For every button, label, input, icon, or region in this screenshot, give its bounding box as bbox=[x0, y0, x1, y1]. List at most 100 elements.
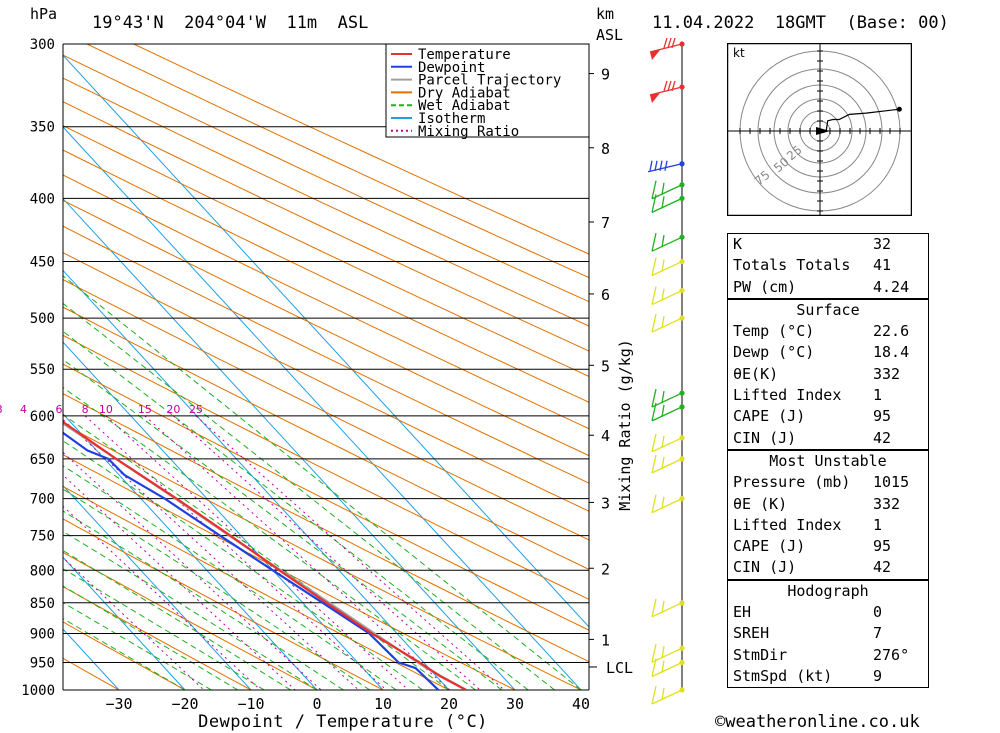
stat-label: EH bbox=[733, 603, 752, 622]
wet-adiabat bbox=[63, 510, 344, 690]
pressure-tick-label: 350 bbox=[30, 120, 55, 136]
x-axis-title: Dewpoint / Temperature (°C) bbox=[198, 712, 488, 732]
wind-barb-staff bbox=[651, 197, 683, 213]
wind-barb-flag bbox=[661, 235, 665, 248]
wind-barb-staff bbox=[651, 498, 683, 514]
isotherm-line bbox=[63, 413, 318, 690]
dry-adiabat bbox=[63, 101, 589, 352]
wind-barb bbox=[651, 233, 685, 252]
skewt-chart: 12346810152025 3003504004505005506006507… bbox=[0, 37, 634, 732]
stat-label: Lifted Index bbox=[733, 386, 842, 405]
wind-barb bbox=[651, 433, 685, 453]
wind-barb-flag bbox=[663, 80, 668, 92]
pressure-tick-label: 850 bbox=[30, 596, 55, 612]
stat-row: θE (K) 332 bbox=[728, 494, 928, 515]
stat-value: 95 bbox=[873, 537, 892, 556]
stat-value: 1015 bbox=[873, 473, 910, 492]
isotherm-line bbox=[63, 54, 589, 628]
stat-value: 332 bbox=[873, 494, 901, 513]
wind-barb-pennant bbox=[650, 92, 660, 103]
stat-row: Lifted Index 1 bbox=[728, 515, 928, 536]
wind-level-dot bbox=[679, 41, 685, 47]
isotherm-line bbox=[63, 484, 252, 690]
isotherm-line bbox=[63, 126, 582, 690]
stat-label: Temp (°C) bbox=[733, 322, 815, 341]
wind-barb bbox=[651, 286, 685, 306]
wind-barb bbox=[651, 685, 685, 705]
mixing-ratio-line bbox=[144, 415, 451, 690]
dry-adiabat bbox=[63, 199, 589, 457]
stat-label: CIN (J) bbox=[733, 428, 797, 447]
wind-barb bbox=[651, 402, 685, 422]
pressure-tick-label: 550 bbox=[30, 362, 55, 378]
mixing-ratio-line bbox=[63, 474, 296, 690]
mixing-ratio-label: 4 bbox=[20, 403, 27, 416]
wind-level-dot bbox=[679, 659, 685, 666]
wind-barb-staff bbox=[651, 184, 683, 200]
wind-barb-flag bbox=[651, 194, 657, 213]
wind-barb-pennant bbox=[650, 50, 660, 60]
height-km-label: 7 bbox=[601, 214, 610, 232]
dry-adiabat bbox=[63, 518, 384, 690]
wind-barb-flag bbox=[654, 160, 658, 171]
stat-row: θE(K) 332 bbox=[728, 364, 928, 385]
stat-value: 9 bbox=[873, 666, 883, 685]
wind-barb-staff bbox=[651, 289, 683, 306]
mixing-ratio-label: 20 bbox=[166, 403, 180, 416]
height-km-label: 9 bbox=[601, 66, 610, 84]
stat-value: 42 bbox=[873, 558, 892, 577]
lcl-label: LCL bbox=[606, 659, 633, 677]
mixing-ratio-label: 8 bbox=[82, 403, 89, 416]
wind-barb-flag bbox=[651, 454, 657, 474]
height-km-label: 2 bbox=[601, 560, 610, 578]
wind-barb bbox=[649, 80, 685, 103]
wind-barb-staff bbox=[651, 689, 683, 705]
wind-level-dot bbox=[679, 195, 685, 201]
wind-barb bbox=[651, 454, 685, 474]
wind-barb-flag bbox=[664, 160, 668, 171]
stat-label: Pressure (mb) bbox=[733, 473, 851, 492]
dry-adiabat bbox=[133, 44, 589, 255]
stat-section-title: Most Unstable bbox=[728, 449, 928, 472]
wind-barb-flag bbox=[651, 598, 657, 617]
stat-row: SREH 7 bbox=[728, 623, 928, 644]
wet-adiabat bbox=[63, 465, 397, 690]
stat-section-title: Hodograph bbox=[728, 579, 928, 602]
mixing-ratio-line bbox=[105, 415, 409, 690]
stat-row: PW (cm) 4.24 bbox=[728, 277, 928, 298]
height-km-label: 6 bbox=[601, 286, 610, 304]
height-km-label: 5 bbox=[601, 357, 610, 375]
wind-barb bbox=[647, 160, 685, 173]
storm-motion-marker bbox=[816, 127, 830, 135]
wind-barb-flag bbox=[651, 286, 657, 305]
stat-value: 1 bbox=[873, 515, 883, 534]
stats-indices: K 32 Totals Totals 41 PW (cm) 4.24 bbox=[728, 234, 928, 299]
wind-level-dot bbox=[679, 456, 685, 462]
wind-barb-flag bbox=[667, 80, 672, 92]
temperature-tick-label: −20 bbox=[171, 695, 198, 713]
wind-level-dot bbox=[679, 496, 685, 502]
stat-row: CIN (J) 42 bbox=[728, 557, 928, 578]
stat-label: Lifted Index bbox=[733, 515, 842, 534]
wind-level-dot bbox=[679, 84, 685, 90]
stats-surface: Surface Temp (°C) 22.6 Dewp (°C) 18.4 θE(K) 33… bbox=[728, 298, 928, 450]
hodograph-end-dot bbox=[896, 106, 902, 112]
stat-row: Totals Totals 41 bbox=[728, 255, 928, 276]
stat-value: 42 bbox=[873, 428, 892, 447]
mixing-ratio-line bbox=[173, 415, 481, 690]
wet-adiabat bbox=[63, 530, 318, 690]
wet-adiabat bbox=[63, 330, 529, 690]
temperature-tick-label: −10 bbox=[237, 695, 264, 713]
dry-adiabat bbox=[63, 586, 252, 690]
hodograph-unit: kt bbox=[733, 46, 745, 60]
stat-row: StmSpd (kt) 9 bbox=[728, 666, 928, 687]
wind-barb-flag bbox=[651, 658, 657, 677]
stat-label: CIN (J) bbox=[733, 558, 797, 577]
wind-level-dot bbox=[679, 600, 685, 606]
isotherm-line bbox=[63, 556, 186, 690]
stat-value: 1 bbox=[873, 386, 883, 405]
mixing-ratio-label: 3 bbox=[0, 403, 3, 416]
chart-background bbox=[63, 44, 589, 690]
